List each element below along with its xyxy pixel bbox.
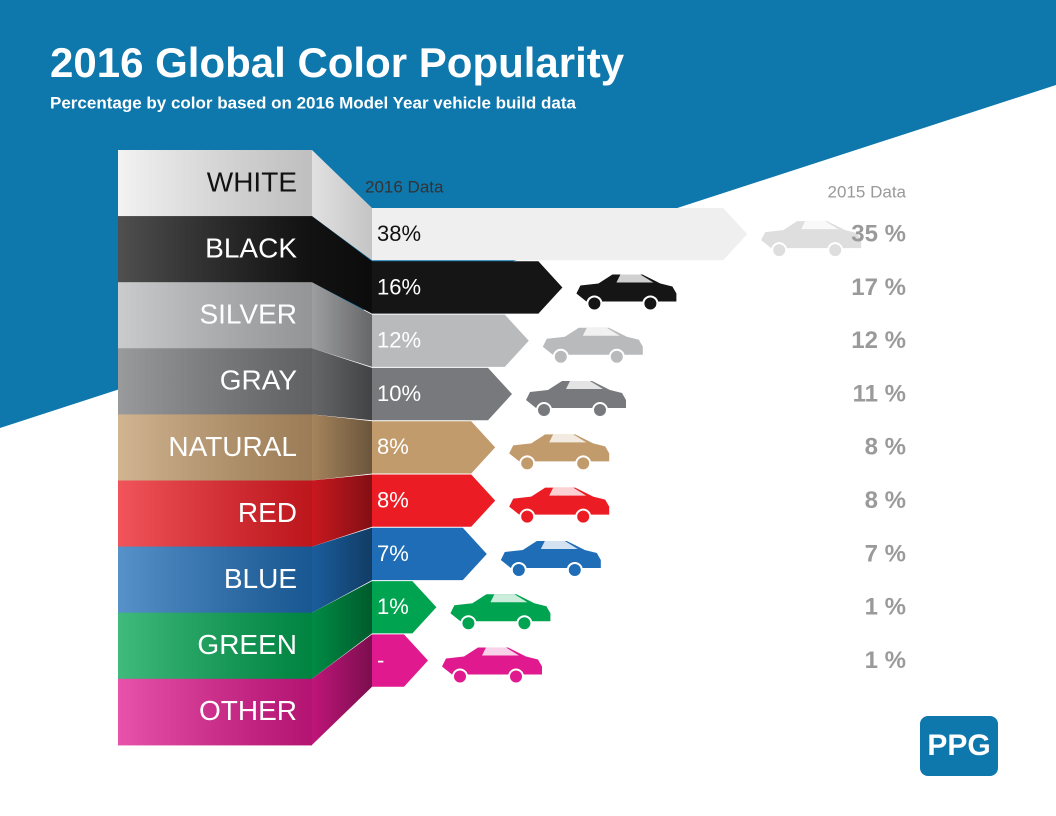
category-shade <box>118 216 312 283</box>
car-wheel <box>575 455 592 472</box>
car-wheel <box>771 242 788 259</box>
arrow-bar <box>372 474 496 527</box>
car-wheel <box>827 242 844 259</box>
connector-shade <box>312 581 372 679</box>
category-label: BLUE <box>224 563 297 594</box>
connector-shade <box>312 527 372 613</box>
category-shade <box>118 150 312 217</box>
car-icon <box>576 274 677 302</box>
car-wheel <box>508 668 524 685</box>
car-wheel <box>452 668 468 685</box>
car-window <box>616 274 654 283</box>
car-wheel <box>552 348 569 365</box>
arrow-bar <box>372 581 437 634</box>
arrow-bar <box>372 314 529 367</box>
arrow-bar <box>372 634 428 687</box>
category-label: GRAY <box>220 365 298 396</box>
value-label: 16% <box>377 274 421 299</box>
car-wheel <box>516 615 533 632</box>
value-label: 12% <box>377 328 421 353</box>
previous-value: 1 % <box>865 647 906 674</box>
category-label: SILVER <box>199 299 297 330</box>
car-wheel <box>460 615 477 632</box>
value-label: 1% <box>377 594 409 619</box>
category-label: GREEN <box>197 629 297 660</box>
car-window <box>482 647 519 656</box>
arrow-bar <box>372 208 748 261</box>
car-wheel <box>510 561 527 578</box>
car-wheel <box>519 508 536 525</box>
connector-shade <box>312 348 372 421</box>
logo: PPG <box>927 729 990 762</box>
car-wheel <box>566 561 583 578</box>
category-shade <box>118 546 312 614</box>
car-icon <box>509 434 610 462</box>
car-window <box>582 327 620 336</box>
car-icon <box>442 647 542 675</box>
previous-value: 12 % <box>851 327 906 354</box>
category-label: WHITE <box>207 166 297 197</box>
car-wheel <box>575 508 592 525</box>
category-label: NATURAL <box>168 431 297 462</box>
previous-value: 17 % <box>851 274 906 301</box>
value-label: 10% <box>377 381 421 406</box>
chart-subtitle: Percentage by color based on 2016 Model … <box>50 93 576 112</box>
car-window <box>549 487 587 496</box>
car-icon <box>542 327 643 355</box>
logo-box <box>920 716 998 776</box>
category-shade <box>118 414 312 481</box>
car-wheel <box>586 295 603 312</box>
arrow-bar <box>372 527 487 581</box>
car-window <box>801 221 839 230</box>
connector-shade <box>312 414 372 481</box>
arrow-bar <box>372 367 512 421</box>
car-icon <box>500 540 601 568</box>
value-label: 7% <box>377 541 409 566</box>
category-label: OTHER <box>199 695 297 726</box>
previous-value: 1 % <box>865 594 906 621</box>
car-window <box>549 434 587 443</box>
connector-shade <box>312 634 372 745</box>
car-icon <box>526 381 626 409</box>
connector-shade <box>312 216 372 314</box>
value-label: 8% <box>377 487 409 512</box>
value-label: 8% <box>377 434 409 459</box>
car-wheel <box>608 348 625 365</box>
category-shade <box>118 480 312 548</box>
connector-shade <box>312 282 372 367</box>
previous-value: 7 % <box>865 540 906 567</box>
car-window <box>566 381 603 390</box>
connector-shade <box>312 474 372 547</box>
category-shade <box>118 282 312 349</box>
car-wheel <box>519 455 536 472</box>
car-icon <box>761 221 862 249</box>
previous-value: 35 % <box>851 220 906 247</box>
arrow-bar <box>372 261 563 314</box>
connector-shade <box>312 150 372 261</box>
car-window <box>540 540 578 549</box>
series-header: 2016 Data <box>365 177 444 196</box>
car-icon <box>450 594 551 622</box>
series-header: 2015 Data <box>828 182 907 201</box>
previous-value: 11 % <box>853 380 906 407</box>
category-shade <box>118 678 312 746</box>
category-shade <box>118 348 312 415</box>
chart-title: 2016 Global Color Popularity <box>50 39 625 86</box>
previous-value: 8 % <box>865 434 906 461</box>
value-label: 38% <box>377 221 421 246</box>
car-icon <box>509 487 610 515</box>
category-label: RED <box>238 497 297 528</box>
car-window <box>490 594 528 603</box>
category-label: BLACK <box>205 232 297 263</box>
previous-value: 8 % <box>865 487 906 514</box>
value-label: - <box>377 647 384 672</box>
car-wheel <box>592 402 608 419</box>
arrow-bar <box>372 421 496 474</box>
rows: WHITE 38% 35 % BLACK 16% 17 % SILVER 12% 12 % GRA… <box>118 150 906 746</box>
car-wheel <box>536 402 552 419</box>
category-shade <box>118 612 312 680</box>
car-wheel <box>642 295 659 312</box>
